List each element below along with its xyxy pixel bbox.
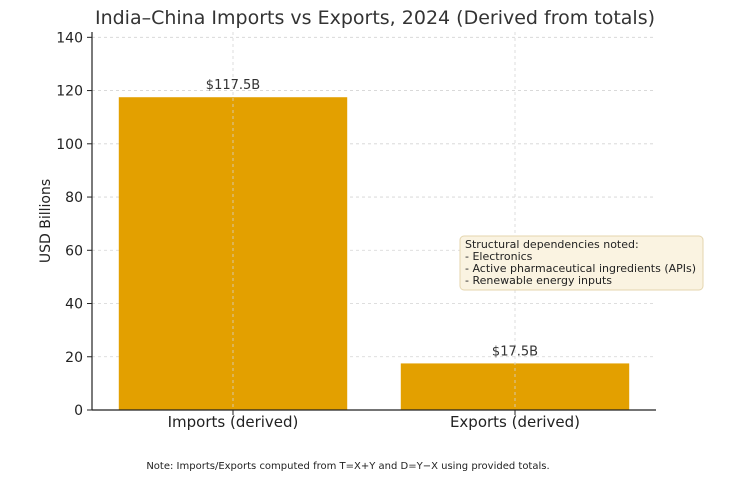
y-tick-label: 20 (65, 350, 83, 366)
x-tick-label: Imports (derived) (168, 413, 299, 431)
y-tick-label: 60 (65, 243, 83, 259)
annotation-background (459, 235, 704, 291)
y-tick-label: 140 (56, 30, 83, 46)
y-ticks: 0 20 40 60 80 100 120 140 (56, 30, 92, 419)
x-ticks: Imports (derived) Exports (derived) (168, 410, 580, 431)
y-axis-label: USD Billions (38, 179, 54, 263)
y-tick-label: 0 (74, 403, 83, 419)
y-tick-label: 80 (65, 190, 83, 206)
y-tick-label: 100 (56, 137, 83, 153)
data-label: $117.5B (206, 78, 260, 93)
y-tick-label: 40 (65, 297, 83, 313)
annotation-line: Structural dependencies noted: (465, 238, 639, 251)
annotation-line: - Active pharmaceutical ingredients (API… (465, 262, 696, 275)
annotation-box: Structural dependencies noted: - Electro… (459, 235, 704, 291)
y-tick-label: 120 (56, 84, 83, 100)
axes (91, 32, 656, 411)
footnote: Note: Imports/Exports computed from T=X+… (146, 461, 549, 472)
annotation-line: - Electronics (465, 250, 533, 263)
x-tick-label: Exports (derived) (450, 413, 580, 431)
chart-title: India–China Imports vs Exports, 2024 (De… (95, 7, 655, 29)
data-label: $17.5B (492, 344, 538, 359)
data-labels: $117.5B $17.5B (206, 32, 538, 410)
annotation-line: - Renewable energy inputs (465, 274, 612, 287)
